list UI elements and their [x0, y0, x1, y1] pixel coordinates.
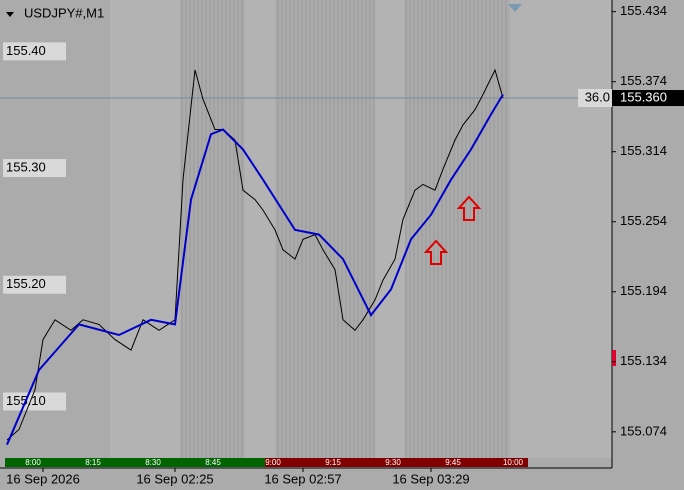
x-tick-label: 16 Sep 02:25: [136, 471, 213, 486]
light-band: [245, 0, 275, 458]
moving-average: [6, 93, 504, 446]
light-band: [375, 0, 405, 458]
session-label: 8:15: [85, 458, 101, 467]
session-label: 9:30: [385, 458, 401, 467]
session-bar-green: [5, 458, 265, 467]
x-tick-label: 16 Sep 03:29: [392, 471, 469, 486]
light-band: [110, 0, 180, 458]
level-label: 155.30: [6, 159, 46, 174]
y-tick-label: 155.314: [620, 143, 667, 158]
level-label-bg: [3, 392, 66, 411]
session-label: 9:00: [265, 458, 281, 467]
session-stripes: [110, 0, 612, 458]
y-tick-label: 155.194: [620, 283, 667, 298]
annotation-bg: [578, 89, 612, 108]
price-marker: [612, 350, 616, 366]
session-label: 8:30: [145, 458, 161, 467]
x-tick-label: 16 Sep 02:57: [264, 471, 341, 486]
up-arrow: [423, 239, 449, 265]
price-tag: [612, 90, 684, 107]
menu-arrow[interactable]: [6, 12, 14, 17]
session-label: 9:15: [325, 458, 341, 467]
price-tag-label: 155.360: [620, 89, 667, 104]
y-tick-label: 155.434: [620, 3, 667, 18]
level-label-bg: [3, 42, 66, 61]
session-label: 8:00: [25, 458, 41, 467]
level-label-bg: [3, 275, 66, 294]
shift-marker[interactable]: [508, 4, 522, 12]
x-tick-label: 16 Sep 2026: [6, 471, 80, 486]
up-arrow: [456, 195, 482, 221]
annotation: 36.0: [585, 89, 610, 104]
session-label: 9:45: [445, 458, 461, 467]
y-tick-label: 155.374: [620, 73, 667, 88]
y-tick-label: 155.074: [620, 423, 667, 438]
session-label: 10:00: [503, 458, 524, 467]
level-label: 155.20: [6, 276, 46, 291]
level-label-bg: [3, 159, 66, 178]
chart-title: USDJPY#,M1: [24, 5, 104, 20]
session-bar-red: [265, 458, 528, 467]
session-label: 8:45: [205, 458, 221, 467]
light-band: [510, 0, 612, 458]
y-tick-label: 155.134: [620, 353, 667, 368]
y-tick-label: 155.254: [620, 213, 667, 228]
level-label: 155.40: [6, 43, 46, 58]
